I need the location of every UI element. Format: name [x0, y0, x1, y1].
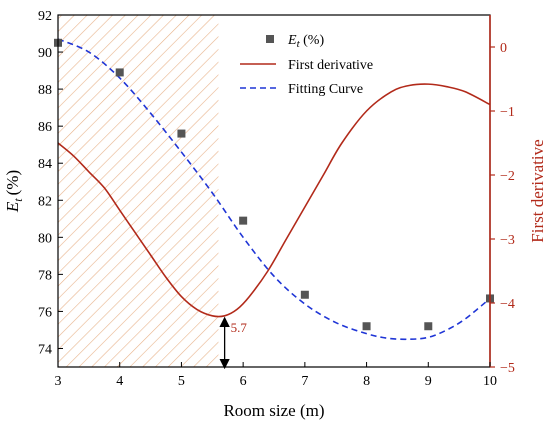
y-right-tick-label: 0	[500, 41, 507, 56]
first-derivative-line	[58, 83, 490, 318]
y-left-tick-label: 90	[38, 46, 52, 61]
y-right-tick-label: −2	[500, 169, 515, 184]
y-left-tick-label: 86	[38, 120, 52, 135]
et-data-point	[115, 68, 124, 77]
x-tick-label: 7	[301, 374, 308, 389]
first-derivative-series	[58, 83, 490, 318]
y-left-label-main: E	[3, 201, 22, 213]
legend-label-derivative: First derivative	[288, 58, 373, 73]
y-left-label-unit: (%)	[3, 170, 22, 195]
fitting-curve-series	[58, 38, 490, 341]
y-right-axis-ticks: 0 −1 −2 −3 −4 −5	[490, 41, 515, 376]
y-left-tick-label: 80	[38, 231, 52, 246]
et-data-point	[300, 290, 309, 299]
annotation-label: 5.7	[231, 320, 248, 335]
x-tick-label: 6	[240, 374, 247, 389]
y-right-tick-label: −4	[500, 297, 515, 312]
legend-et-sub: t	[297, 38, 301, 50]
y-right-tick-label: −1	[500, 105, 515, 120]
et-data-point	[177, 129, 186, 138]
y-left-tick-label: 78	[38, 268, 52, 283]
x-tick-label: 3	[55, 374, 62, 389]
y-left-tick-label: 74	[38, 342, 52, 357]
y-left-tick-label: 84	[38, 157, 52, 172]
y-left-label-sub: t	[11, 198, 25, 202]
fitting-curve-line	[58, 38, 490, 341]
annotation-group: 5.7	[219, 316, 248, 370]
y-left-tick-label: 92	[38, 9, 52, 24]
legend-et-main: E	[287, 33, 297, 48]
legend-marker-et	[266, 35, 274, 43]
y-left-tick-label: 76	[38, 305, 52, 320]
x-tick-label: 4	[116, 374, 123, 389]
y-left-tick-label: 88	[38, 83, 52, 98]
y-right-axis-label: First derivative	[528, 139, 547, 242]
x-tick-label: 9	[425, 374, 432, 389]
legend-et-unit: (%)	[300, 33, 325, 48]
x-tick-label: 10	[483, 374, 497, 389]
x-axis-ticks: 3 4 5 6 7 8 9 10	[55, 362, 497, 389]
y-left-tick-label: 82	[38, 194, 52, 209]
et-data-point	[239, 216, 248, 225]
legend: Et (%) First derivative Fitting Curve	[240, 33, 373, 97]
legend-label-fitting: Fitting Curve	[288, 82, 363, 97]
y-left-axis-ticks: 74 76 78 80 82 84 86 88 90 92	[38, 9, 63, 357]
legend-label-et: Et (%)	[287, 33, 324, 50]
y-right-tick-label: −3	[500, 233, 515, 248]
hatched-region	[58, 15, 219, 367]
y-left-axis-label: Et (%)	[3, 170, 25, 213]
et-data-point	[362, 322, 371, 331]
y-right-tick-label: −5	[500, 361, 515, 376]
x-tick-label: 8	[363, 374, 370, 389]
x-axis-label: Room size (m)	[223, 401, 324, 420]
x-tick-label: 5	[178, 374, 185, 389]
et-data-point	[424, 322, 433, 331]
